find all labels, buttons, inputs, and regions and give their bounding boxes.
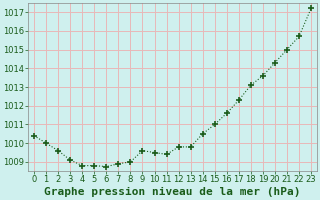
X-axis label: Graphe pression niveau de la mer (hPa): Graphe pression niveau de la mer (hPa) [44, 187, 301, 197]
